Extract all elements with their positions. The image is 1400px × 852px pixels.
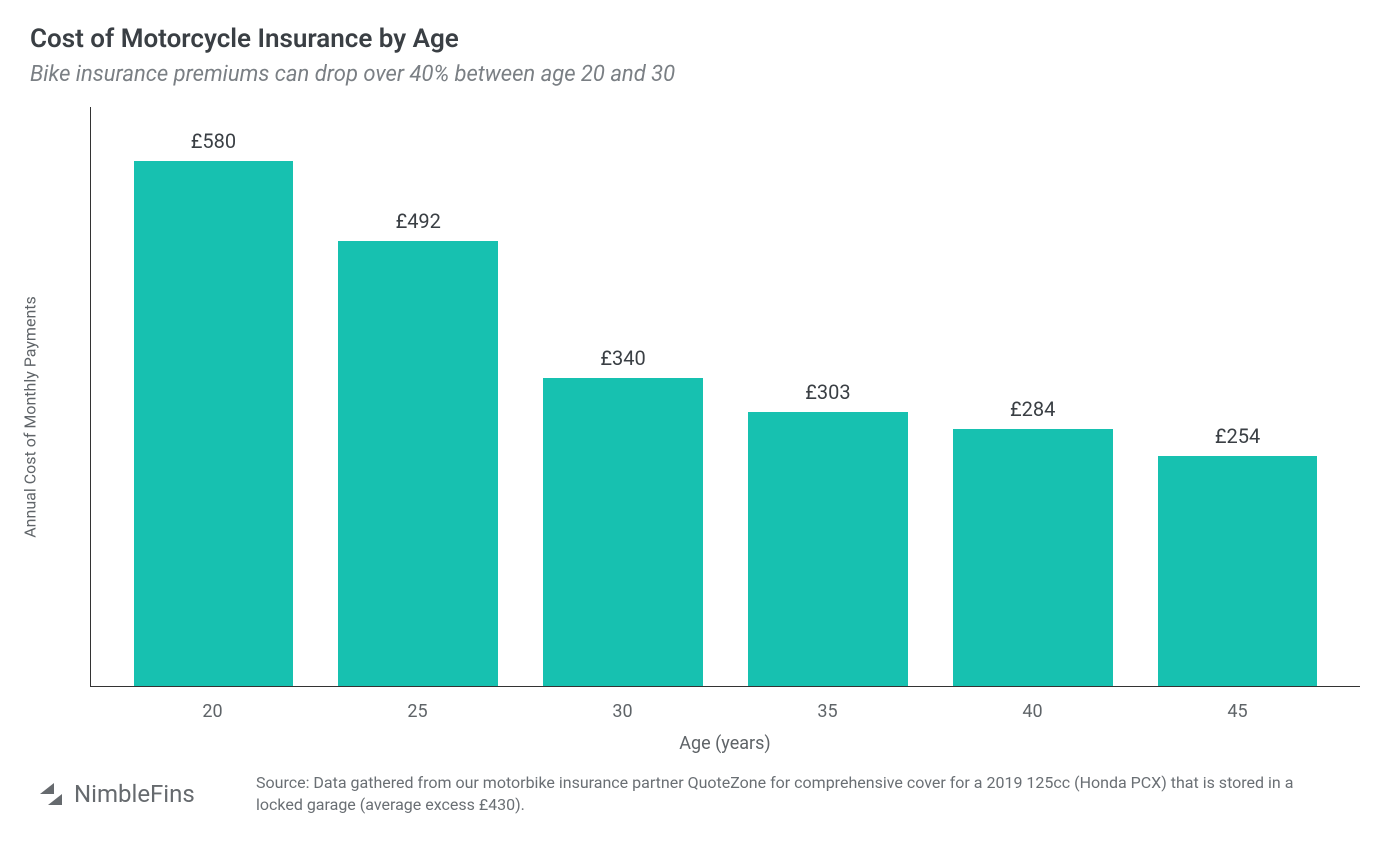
plot-region: Annual Cost of Monthly Payments £580£492… [40, 107, 1380, 727]
y-axis-label: Annual Cost of Monthly Payments [21, 296, 40, 538]
x-axis-label: Age (years) [80, 733, 1370, 754]
brand-logo: NimbleFins [36, 779, 236, 809]
x-tick-label: 40 [930, 687, 1135, 727]
chart-container: Cost of Motorcycle Insurance by Age Bike… [0, 0, 1400, 852]
bar [1158, 456, 1318, 686]
x-tick-label: 20 [110, 687, 315, 727]
plot-area: £580 £492 £340 £303 £284 £254 [90, 107, 1360, 687]
bar [134, 161, 294, 686]
source-text: Source: Data gathered from our motorbike… [256, 772, 1306, 817]
bar-slot: £254 [1135, 107, 1340, 686]
bar [953, 429, 1113, 686]
bar-value-label: £340 [600, 346, 645, 370]
bar-slot: £580 [111, 107, 316, 686]
bar [543, 378, 703, 686]
bar-value-label: £492 [396, 209, 441, 233]
bar-slot: £303 [725, 107, 930, 686]
bar-value-label: £284 [1010, 397, 1055, 421]
x-tick-label: 35 [725, 687, 930, 727]
x-tick-label: 25 [315, 687, 520, 727]
bars-group: £580 £492 £340 £303 £284 £254 [91, 107, 1360, 686]
bar-slot: £284 [930, 107, 1135, 686]
footer: NimbleFins Source: Data gathered from ou… [30, 772, 1370, 817]
x-ticks: 202530354045 [90, 687, 1360, 727]
chart-subtitle: Bike insurance premiums can drop over 40… [30, 62, 1370, 87]
bar-slot: £340 [521, 107, 726, 686]
bar-value-label: £254 [1215, 424, 1260, 448]
brand-name: NimbleFins [74, 780, 195, 808]
bar-value-label: £303 [805, 380, 850, 404]
x-tick-label: 45 [1135, 687, 1340, 727]
bar-value-label: £580 [191, 129, 236, 153]
x-tick-label: 30 [520, 687, 725, 727]
chart-title: Cost of Motorcycle Insurance by Age [30, 24, 1370, 54]
nimblefins-icon [36, 779, 66, 809]
bar [338, 241, 498, 686]
bar [748, 412, 908, 686]
bar-slot: £492 [316, 107, 521, 686]
